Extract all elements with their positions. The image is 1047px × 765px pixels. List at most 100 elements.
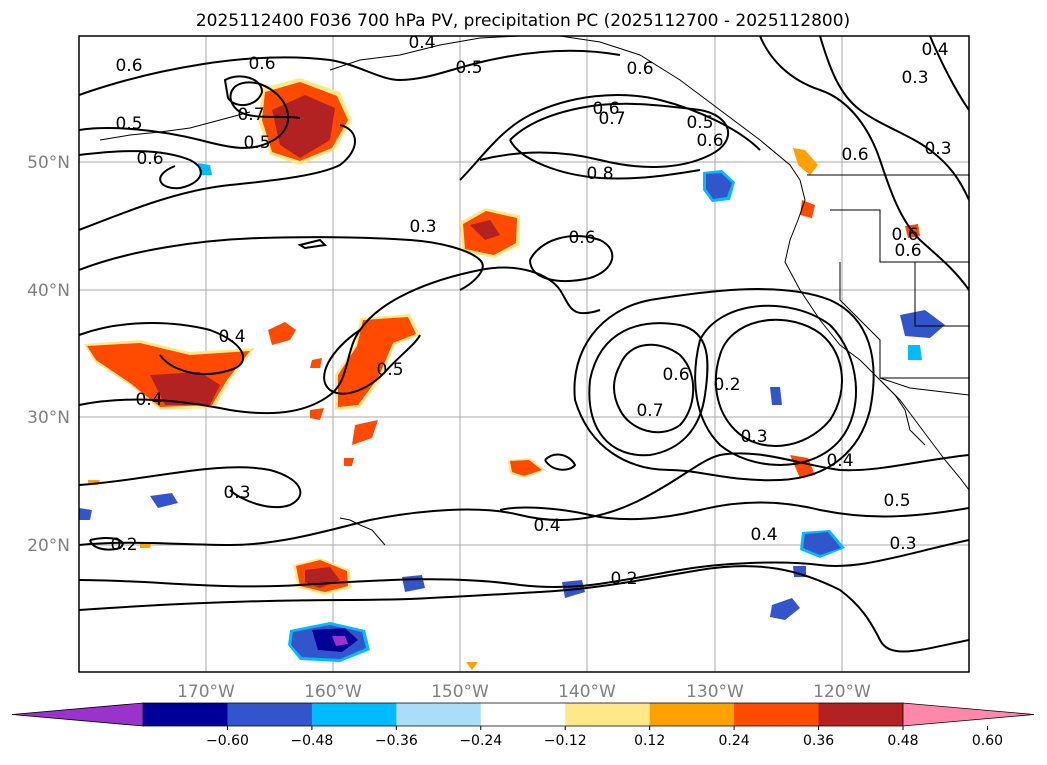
longitude-tick: 130°W	[686, 682, 744, 702]
contour-label: 0.6	[248, 54, 275, 74]
pv-contour	[89, 537, 124, 551]
precip-blob	[900, 310, 945, 338]
latitude-tick: 40°N	[27, 281, 70, 301]
pv-contour	[714, 318, 843, 447]
contour-label: 0.3	[223, 483, 250, 503]
precip-blob	[79, 508, 92, 520]
pv-contour	[588, 322, 709, 457]
pv-contour	[79, 236, 484, 291]
contour-label: 0.2	[110, 535, 137, 555]
precip-blob	[908, 345, 922, 360]
contour-label: 0.6	[568, 228, 595, 248]
longitude-tick: 170°W	[177, 682, 235, 702]
contour-label: 0.6	[136, 149, 163, 169]
pv-contour	[573, 288, 875, 482]
longitude-tick: 120°W	[813, 682, 871, 702]
pv-contour	[499, 501, 969, 521]
contour-label: 0.4	[218, 327, 245, 347]
contour-label: 0.5	[686, 113, 713, 133]
contour-label: 0.3	[409, 217, 436, 237]
contour-label: 0.4	[921, 40, 948, 60]
aleutian-islands	[99, 111, 251, 141]
map-panel: 0.6 0.4 0.5 0.5 0.5 0.6 0.7 0.6 0.6 0.5 …	[78, 33, 970, 673]
contour-label: 0.7	[598, 109, 625, 129]
contour-label: 0.5	[883, 491, 910, 511]
contour-label: 0.7	[636, 401, 663, 421]
contour-label: 0.6	[592, 99, 619, 119]
contour-label: 0.6	[626, 59, 653, 79]
contour-label: 0.4	[135, 390, 162, 410]
alaska-coast	[329, 36, 801, 181]
precip-blob	[793, 148, 818, 175]
colorbar-tick-label: −0.24	[459, 733, 502, 749]
latitude-tick: 30°N	[27, 408, 70, 428]
colorbar-swatch	[311, 703, 397, 726]
colorbar-ticks: −0.60 −0.48 −0.36 −0.24 −0.12 0.12 0.24 0.36 0.4…	[206, 726, 1003, 749]
contour-label: 0.5	[243, 133, 270, 153]
longitude-tick: 150°W	[431, 682, 489, 702]
precip-blob	[150, 493, 178, 508]
colorbar-tick-label: 0.12	[634, 733, 665, 749]
pv-contour	[819, 36, 969, 201]
precip-blob	[338, 317, 416, 407]
pv-contour	[79, 539, 969, 589]
pv-contour	[544, 453, 577, 471]
contour-label: 0.4	[750, 525, 777, 545]
colorbar-swatch	[143, 703, 228, 726]
pv-contour	[613, 343, 695, 434]
contour-label: 0.3	[924, 139, 951, 159]
contour-label: 0.4	[408, 33, 435, 53]
contour-label: 0.5	[455, 58, 482, 78]
colorbar-swatch	[734, 703, 820, 726]
pv-contour	[79, 124, 356, 231]
pv-contour	[79, 81, 301, 149]
precip-blob	[770, 387, 782, 405]
precip-blob	[352, 420, 378, 445]
pv-contour	[694, 304, 857, 466]
contour-label: 0.3	[889, 534, 916, 554]
colorbar-tick-label: −0.48	[290, 733, 333, 749]
state-border	[839, 262, 969, 379]
pv-contour	[79, 150, 202, 190]
contour-label: 0.6	[891, 225, 918, 245]
precip-blob	[150, 372, 220, 405]
precip-blob	[268, 322, 296, 345]
colorbar-tick-label: 0.48	[887, 733, 918, 749]
colorbar-extend-right	[902, 702, 1035, 727]
pv-contour	[79, 49, 621, 96]
contour-label: 0.5	[115, 114, 142, 134]
north-america-west-coast	[784, 179, 969, 491]
colorbar-tick-label: 0.36	[803, 733, 834, 749]
contour-label: 0.8	[586, 164, 613, 184]
colorbar-swatch	[565, 703, 651, 726]
state-border	[914, 262, 969, 327]
colorbar-swatch	[480, 703, 566, 726]
state-border	[830, 209, 969, 263]
precip-blob	[706, 173, 732, 199]
colorbar-outline	[143, 702, 903, 727]
colorbar: −0.60 −0.48 −0.36 −0.24 −0.12 0.12 0.24 0.36 0.4…	[11, 702, 1035, 749]
pv-contour	[79, 565, 969, 653]
contour-label: 0.6	[894, 241, 921, 261]
precip-blob	[310, 358, 322, 368]
contour-label: 0.6	[696, 131, 723, 151]
pv-contour	[759, 36, 969, 291]
precip-blob	[770, 598, 800, 620]
pv-contours	[79, 36, 969, 653]
contour-label: 0.3	[740, 427, 767, 447]
pv-contour	[459, 94, 761, 181]
contour-label: 0.2	[713, 375, 740, 395]
contour-label: 0.4	[533, 516, 560, 536]
colorbar-tick-label: −0.12	[544, 733, 587, 749]
contour-label: 0.5	[376, 360, 403, 380]
hawaii-islands	[339, 517, 386, 546]
contour-label: 0.6	[662, 365, 689, 385]
pv-contour	[479, 102, 730, 168]
colorbar-tick-label: −0.60	[206, 733, 249, 749]
precip-blob	[310, 408, 324, 420]
precip-blob	[332, 636, 348, 646]
precip-blob	[466, 662, 478, 670]
contour-labels: 0.6 0.4 0.5 0.5 0.5 0.6 0.7 0.6 0.6 0.5 …	[110, 33, 951, 589]
colorbar-extend-left	[11, 702, 144, 727]
